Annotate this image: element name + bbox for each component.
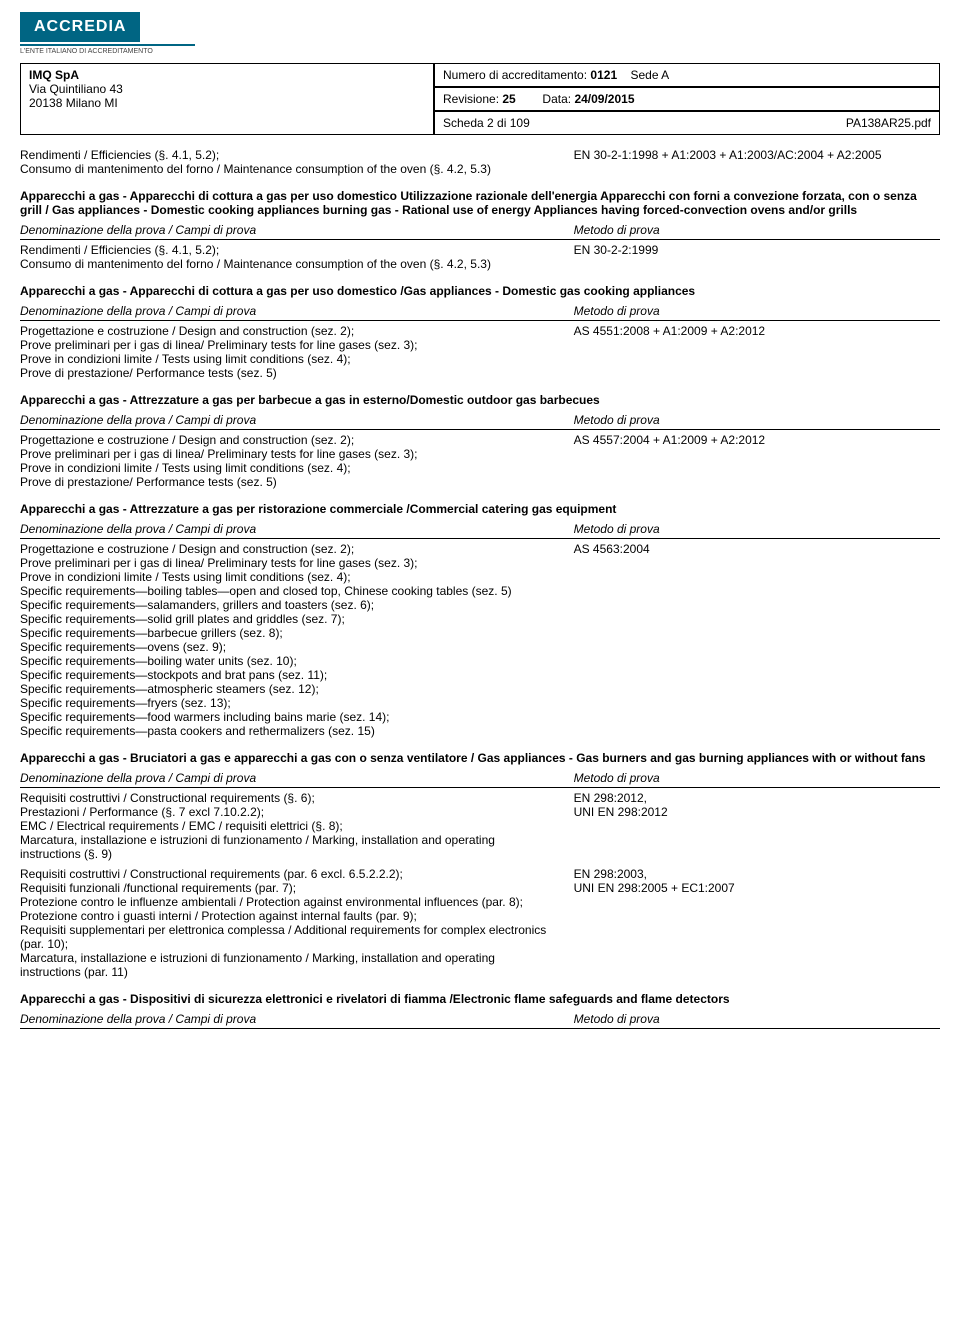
row-right-text: AS 4557:2004 + A1:2009 + A2:2012	[574, 433, 940, 489]
row-right-text: EN 298:2003, UNI EN 298:2005 + EC1:2007	[574, 867, 940, 979]
col-header-left: Denominazione della prova / Campi di pro…	[20, 223, 554, 237]
section: Apparecchi a gas - Apparecchi di cottura…	[20, 284, 940, 383]
content-row: Progettazione e costruzione / Design and…	[20, 539, 940, 741]
col-header-right: Metodo di prova	[574, 223, 940, 237]
row-right-text: AS 4551:2008 + A1:2009 + A2:2012	[574, 324, 940, 380]
content-row: Requisiti costruttivi / Constructional r…	[20, 788, 940, 864]
section: Rendimenti / Efficiencies (§. 4.1, 5.2);…	[20, 145, 940, 179]
content-row: Progettazione e costruzione / Design and…	[20, 430, 940, 492]
col-header-left: Denominazione della prova / Campi di pro…	[20, 413, 554, 427]
section: Apparecchi a gas - Apparecchi di cottura…	[20, 189, 940, 274]
pdf-name: PA138AR25.pdf	[846, 116, 931, 130]
col-header-left: Denominazione della prova / Campi di pro…	[20, 771, 554, 785]
row-left-text: Progettazione e costruzione / Design and…	[20, 324, 554, 380]
content-row: Requisiti costruttivi / Constructional r…	[20, 864, 940, 982]
column-header-row: Denominazione della prova / Campi di pro…	[20, 221, 940, 240]
accred-num: 0121	[590, 68, 617, 82]
column-header-row: Denominazione della prova / Campi di pro…	[20, 411, 940, 430]
section: Apparecchi a gas - Attrezzature a gas pe…	[20, 393, 940, 492]
col-header-right: Metodo di prova	[574, 413, 940, 427]
content-row: Rendimenti / Efficiencies (§. 4.1, 5.2);…	[20, 145, 940, 179]
header-rev-cell: Revisione: 25 Data: 24/09/2015	[434, 87, 940, 111]
sections-container: Rendimenti / Efficiencies (§. 4.1, 5.2);…	[20, 145, 940, 1029]
section-title: Apparecchi a gas - Apparecchi di cottura…	[20, 284, 940, 298]
row-right-text: EN 30-2-2:1999	[574, 243, 940, 271]
content-row: Rendimenti / Efficiencies (§. 4.1, 5.2);…	[20, 240, 940, 274]
company-name: IMQ SpA	[29, 68, 425, 82]
col-header-right: Metodo di prova	[574, 304, 940, 318]
column-header-row: Denominazione della prova / Campi di pro…	[20, 302, 940, 321]
row-left-text: Progettazione e costruzione / Design and…	[20, 542, 554, 738]
header-accred-cell: Numero di accreditamento: 0121 Sede A	[434, 63, 940, 87]
section-title: Apparecchi a gas - Attrezzature a gas pe…	[20, 502, 940, 516]
section-title: Apparecchi a gas - Attrezzature a gas pe…	[20, 393, 940, 407]
address-line1: Via Quintiliano 43	[29, 82, 425, 96]
accred-label: Numero di accreditamento:	[443, 68, 587, 82]
row-right-text: AS 4563:2004	[574, 542, 940, 738]
column-header-row: Denominazione della prova / Campi di pro…	[20, 1010, 940, 1029]
col-header-left: Denominazione della prova / Campi di pro…	[20, 304, 554, 318]
col-header-left: Denominazione della prova / Campi di pro…	[20, 522, 554, 536]
logo-area: ACCREDIA L'ENTE ITALIANO DI ACCREDITAMEN…	[20, 12, 940, 55]
address-line2: 20138 Milano MI	[29, 96, 425, 110]
row-left-text: Rendimenti / Efficiencies (§. 4.1, 5.2);…	[20, 148, 554, 176]
section: Apparecchi a gas - Dispositivi di sicure…	[20, 992, 940, 1029]
rev-num: 25	[502, 92, 515, 106]
section-title: Apparecchi a gas - Apparecchi di cottura…	[20, 189, 940, 217]
section: Apparecchi a gas - Attrezzature a gas pe…	[20, 502, 940, 741]
section: Apparecchi a gas - Bruciatori a gas e ap…	[20, 751, 940, 982]
header-table: IMQ SpA Via Quintiliano 43 20138 Milano …	[20, 63, 940, 135]
section-title: Apparecchi a gas - Bruciatori a gas e ap…	[20, 751, 940, 765]
date-label: Data:	[542, 92, 571, 106]
rev-label: Revisione:	[443, 92, 499, 106]
col-header-right: Metodo di prova	[574, 771, 940, 785]
sheet-info: Scheda 2 di 109	[443, 116, 530, 130]
row-left-text: Requisiti costruttivi / Constructional r…	[20, 791, 554, 861]
column-header-row: Denominazione della prova / Campi di pro…	[20, 520, 940, 539]
row-left-text: Progettazione e costruzione / Design and…	[20, 433, 554, 489]
sede: Sede A	[630, 68, 669, 82]
header-left-cell: IMQ SpA Via Quintiliano 43 20138 Milano …	[20, 63, 434, 135]
logo-brand: ACCREDIA	[20, 12, 140, 42]
col-header-right: Metodo di prova	[574, 1012, 940, 1026]
row-left-text: Requisiti costruttivi / Constructional r…	[20, 867, 554, 979]
row-right-text: EN 30-2-1:1998 + A1:2003 + A1:2003/AC:20…	[574, 148, 940, 176]
section-title: Apparecchi a gas - Dispositivi di sicure…	[20, 992, 940, 1006]
row-right-text: EN 298:2012, UNI EN 298:2012	[574, 791, 940, 861]
content-row: Progettazione e costruzione / Design and…	[20, 321, 940, 383]
column-header-row: Denominazione della prova / Campi di pro…	[20, 769, 940, 788]
logo-subtitle: L'ENTE ITALIANO DI ACCREDITAMENTO	[20, 44, 195, 55]
col-header-right: Metodo di prova	[574, 522, 940, 536]
col-header-left: Denominazione della prova / Campi di pro…	[20, 1012, 554, 1026]
date-value: 24/09/2015	[574, 92, 634, 106]
header-sheet-cell: Scheda 2 di 109 PA138AR25.pdf	[434, 111, 940, 135]
row-left-text: Rendimenti / Efficiencies (§. 4.1, 5.2);…	[20, 243, 554, 271]
